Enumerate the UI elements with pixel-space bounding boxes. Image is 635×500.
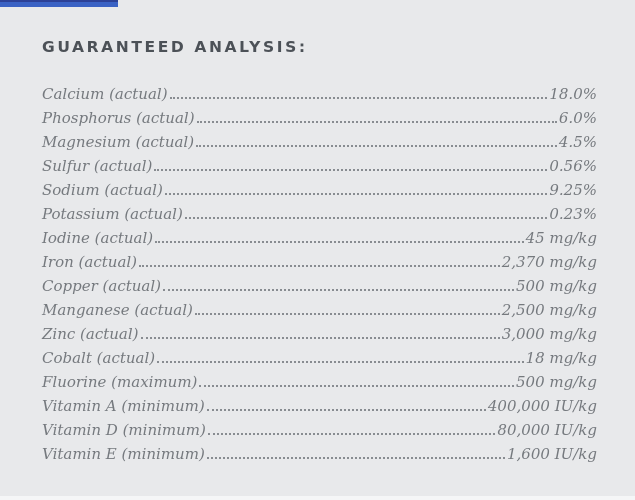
table-row: Copper (actual) 500 mg/kg [42,274,597,298]
nutrient-label: Cobalt (actual) [42,349,156,367]
nutrient-label: Vitamin A (minimum) [42,397,205,415]
nutrient-value: 45 mg/kg [525,229,597,247]
nutrient-label: Vitamin D (minimum) [42,421,206,439]
nutrient-value: 9.25% [549,181,597,199]
nutrient-label: Vitamin E (minimum) [42,445,205,463]
nutrient-label: Calcium (actual) [42,85,168,103]
table-row: Manganese (actual) 2,500 mg/kg [42,298,597,322]
dotted-leader [140,337,500,339]
nutrient-value: 2,500 mg/kg [501,301,597,319]
dotted-leader [139,265,500,267]
table-row: Vitamin E (minimum) 1,600 IU/kg [42,442,597,466]
dotted-leader [155,241,524,243]
accent-bar [0,0,118,7]
nutrient-label: Zinc (actual) [42,325,139,343]
nutrient-label: Manganese (actual) [42,301,193,319]
nutrient-value: 6.0% [558,109,597,127]
dotted-leader [184,217,548,219]
nutrient-label: Sodium (actual) [42,181,163,199]
nutrient-value: 2,370 mg/kg [501,253,597,271]
nutrient-value: 0.56% [549,157,597,175]
table-row: Zinc (actual) 3,000 mg/kg [42,322,597,346]
nutrient-label: Iron (actual) [42,253,138,271]
nutrient-value: 3,000 mg/kg [501,325,597,343]
nutrient-label: Potassium (actual) [42,205,183,223]
nutrient-value: 1,600 IU/kg [506,445,597,463]
dotted-leader [196,121,557,123]
analysis-list: Calcium (actual) 18.0% Phosphorus (actual)… [42,82,597,466]
dotted-leader [157,361,524,363]
dotted-leader [163,289,515,291]
table-row: Sodium (actual) 9.25% [42,178,597,202]
bottom-strip [0,496,635,500]
nutrient-value: 500 mg/kg [516,373,597,391]
nutrient-value: 4.5% [558,133,597,151]
nutrient-label: Phosphorus (actual) [42,109,195,127]
page-title: GUARANTEED ANALYSIS: [42,38,308,56]
nutrient-label: Sulfur (actual) [42,157,153,175]
table-row: Phosphorus (actual) 6.0% [42,106,597,130]
dotted-leader [194,313,500,315]
nutrient-value: 18 mg/kg [525,349,597,367]
dotted-leader [199,385,515,387]
nutrient-value: 500 mg/kg [516,277,597,295]
table-row: Cobalt (actual) 18 mg/kg [42,346,597,370]
dotted-leader [206,409,486,411]
table-row: Iron (actual) 2,370 mg/kg [42,250,597,274]
table-row: Magnesium (actual) 4.5% [42,130,597,154]
nutrient-value: 18.0% [549,85,597,103]
table-row: Iodine (actual) 45 mg/kg [42,226,597,250]
nutrient-label: Magnesium (actual) [42,133,195,151]
dotted-leader [154,169,548,171]
nutrient-value: 80,000 IU/kg [497,421,597,439]
table-row: Vitamin A (minimum) 400,000 IU/kg [42,394,597,418]
table-row: Calcium (actual) 18.0% [42,82,597,106]
nutrient-label: Copper (actual) [42,277,162,295]
table-row: Potassium (actual) 0.23% [42,202,597,226]
dotted-leader [164,193,548,195]
dotted-leader [169,97,548,99]
dotted-leader [196,145,557,147]
nutrient-value: 400,000 IU/kg [487,397,597,415]
nutrient-value: 0.23% [549,205,597,223]
dotted-leader [207,433,496,435]
dotted-leader [206,457,505,459]
table-row: Vitamin D (minimum) 80,000 IU/kg [42,418,597,442]
nutrient-label: Fluorine (maximum) [42,373,198,391]
table-row: Fluorine (maximum) 500 mg/kg [42,370,597,394]
table-row: Sulfur (actual) 0.56% [42,154,597,178]
nutrient-label: Iodine (actual) [42,229,154,247]
